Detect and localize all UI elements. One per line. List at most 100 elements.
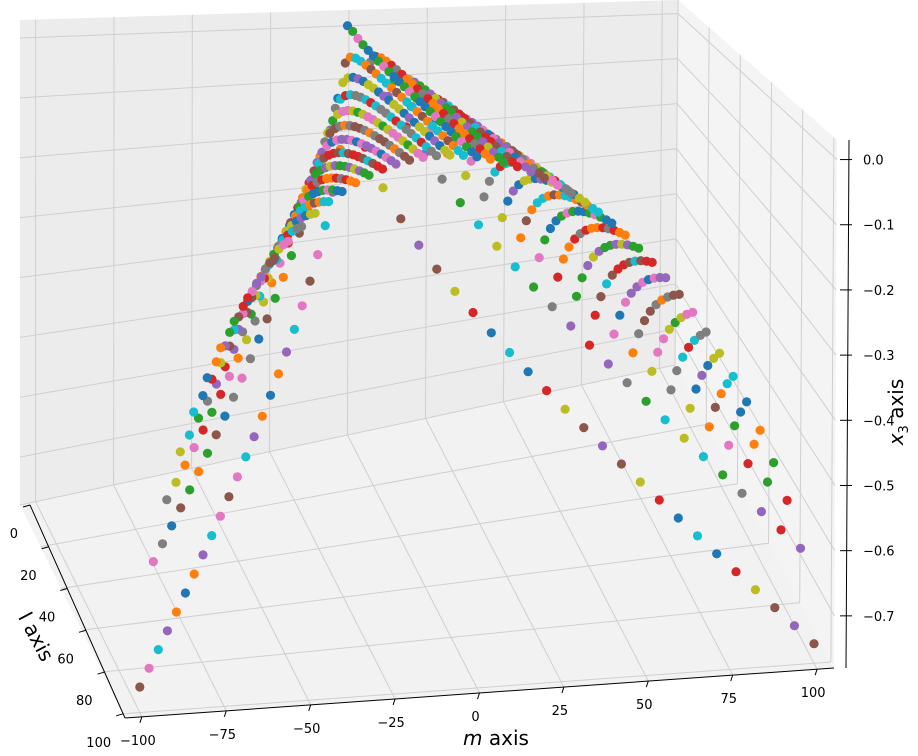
data-point — [795, 543, 806, 553]
grid-line-floor-x — [113, 484, 227, 712]
data-point — [242, 335, 252, 345]
x-tick-mark — [561, 686, 565, 694]
data-point — [620, 230, 630, 240]
y-tick-label: 20 — [20, 569, 37, 584]
grid-line-floor-y — [122, 661, 831, 715]
y-tick-label: 60 — [57, 652, 74, 667]
data-point — [635, 477, 645, 487]
x-tick-label: −75 — [209, 728, 236, 743]
data-point — [571, 291, 582, 301]
grid-line-side-y — [830, 137, 835, 663]
z-axis-title: x3 axis — [884, 379, 912, 447]
data-point — [270, 253, 280, 263]
grid-line-z — [19, 13, 838, 160]
data-point — [743, 459, 753, 469]
data-point — [704, 422, 714, 432]
grid-line-floor-y — [40, 423, 707, 548]
data-point — [728, 371, 738, 381]
data-point — [153, 645, 163, 655]
grid-line-x — [191, 14, 193, 469]
data-point — [135, 682, 145, 692]
x-tick-label: 0 — [471, 710, 479, 725]
data-point — [479, 192, 489, 202]
data-point — [224, 492, 234, 502]
data-point — [615, 310, 625, 320]
x-axis-title: m axis — [463, 726, 529, 750]
side-pane — [675, 0, 837, 668]
data-point — [484, 176, 494, 186]
data-point — [526, 167, 536, 177]
data-point — [685, 403, 695, 413]
data-point — [313, 250, 323, 260]
data-point — [404, 155, 415, 165]
data-point — [497, 213, 507, 223]
data-point — [715, 348, 725, 358]
grid-line-z — [19, 193, 836, 421]
y-tick-label: 0 — [10, 527, 18, 542]
data-point — [674, 289, 684, 299]
x-tick-label: 100 — [801, 686, 826, 701]
data-point — [560, 404, 570, 414]
data-point — [189, 569, 199, 579]
data-point — [180, 460, 190, 470]
data-point — [278, 272, 288, 282]
data-point — [647, 257, 657, 267]
data-point — [171, 477, 181, 487]
data-point — [742, 397, 752, 407]
data-point — [749, 439, 759, 449]
data-point — [505, 347, 515, 358]
grid-line-z — [19, 238, 836, 486]
grid-line-floor-x — [35, 501, 143, 718]
data-point — [534, 253, 544, 263]
axis-titles: m axis l axis x3 axis — [13, 379, 912, 750]
data-point — [305, 276, 315, 286]
z-tick-label: −0.5 — [863, 479, 895, 494]
data-point — [189, 443, 199, 453]
data-point — [162, 626, 172, 636]
data-point — [233, 353, 243, 363]
data-point — [337, 186, 347, 197]
data-point — [198, 425, 208, 435]
data-point — [641, 396, 651, 406]
data-point — [583, 260, 593, 271]
data-point — [328, 116, 338, 126]
data-point — [281, 347, 292, 357]
data-point — [731, 567, 741, 577]
data-point — [596, 292, 606, 302]
data-point — [602, 279, 612, 289]
x-tick-label: 75 — [720, 692, 737, 707]
data-point — [162, 495, 172, 505]
data-point — [437, 174, 447, 184]
grid-line-z — [19, 103, 837, 291]
data-point — [252, 278, 262, 288]
data-point — [588, 252, 599, 262]
grid-line-floor-x — [580, 384, 734, 676]
z-tick-label: 0.0 — [863, 154, 884, 169]
data-point — [577, 273, 587, 283]
data-point — [297, 301, 307, 311]
grid-line-floor-y — [102, 602, 800, 673]
data-point — [324, 197, 334, 207]
grid-line-floor-x — [269, 451, 396, 700]
data-point — [645, 306, 655, 316]
data-point — [225, 327, 235, 337]
x-tick-mark — [139, 716, 143, 723]
data-point — [730, 421, 740, 431]
data-point — [539, 173, 549, 183]
data-point — [709, 353, 719, 363]
data-point — [216, 389, 226, 399]
data-point — [431, 151, 442, 161]
data-point — [445, 150, 455, 160]
data-point — [396, 214, 406, 224]
data-point — [597, 441, 608, 451]
x-tick-mark — [223, 710, 227, 718]
data-point — [189, 407, 199, 417]
data-point — [666, 385, 676, 395]
grid-line-floor-x — [425, 418, 565, 688]
data-point — [472, 152, 482, 162]
grid-line-x — [580, 2, 585, 386]
back-pane — [20, 0, 678, 505]
data-point — [809, 639, 819, 649]
